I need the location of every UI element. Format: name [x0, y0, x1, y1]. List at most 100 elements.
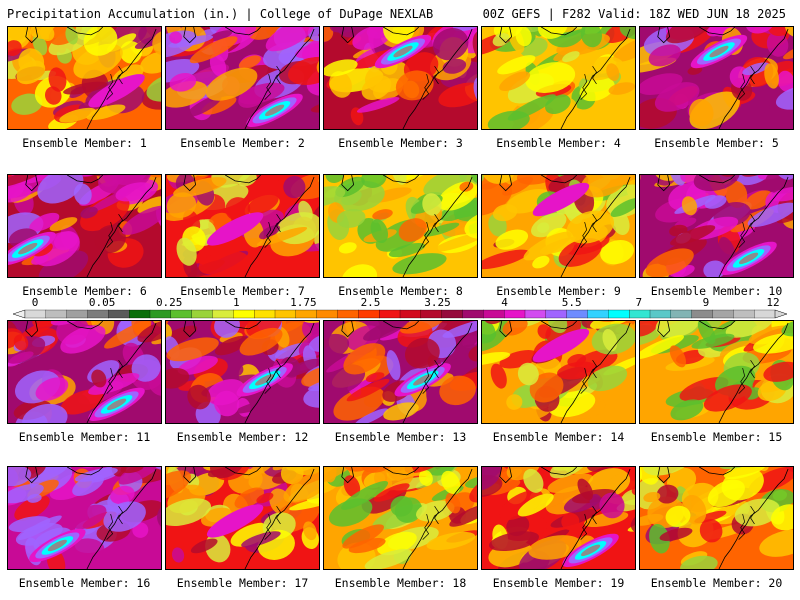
member-label: Ensemble Member: 3: [338, 136, 463, 150]
precipitation-field: [8, 175, 161, 277]
great-lakes-outline: [499, 175, 578, 192]
member-label: Ensemble Member: 5: [654, 136, 779, 150]
colorbar-tick-label: 12: [766, 298, 779, 309]
colorbar-swatch: [587, 309, 609, 319]
great-lakes-outline: [25, 467, 104, 484]
member-label: Ensemble Member: 20: [650, 576, 783, 590]
coastline: [86, 176, 157, 277]
member-label: Ensemble Member: 10: [650, 284, 783, 298]
coastline: [402, 322, 473, 423]
bay-outline: [422, 214, 439, 248]
colorbar-swatch: [191, 309, 213, 319]
bay-outline: [738, 66, 755, 100]
precipitation-field: [482, 175, 635, 277]
great-lakes-outline: [25, 175, 104, 192]
precipitation-field: [640, 175, 793, 277]
colorbar-swatch: [129, 309, 151, 319]
colorbar-swatch: [733, 309, 755, 319]
member-map-panel: [165, 320, 320, 424]
member-map-panel: [165, 466, 320, 570]
member-label: Ensemble Member: 19: [492, 576, 625, 590]
coastline: [718, 28, 789, 129]
page-title: Precipitation Accumulation (in.) | Colle…: [7, 7, 434, 21]
great-lakes-outline: [341, 175, 420, 192]
colorbar-swatch: [212, 309, 234, 319]
precipitation-field: [324, 467, 477, 569]
member-map-panel: [323, 320, 478, 424]
colorbar-tick-label: 4: [501, 298, 508, 309]
member-map-panel: [481, 320, 636, 424]
precipitation-field: [640, 321, 793, 423]
precipitation-field: [482, 27, 635, 129]
coastline: [402, 468, 473, 569]
colorbar-swatch: [358, 309, 380, 319]
precipitation-field: [166, 175, 319, 277]
precipitation-field: [8, 467, 161, 569]
bay-outline: [738, 506, 755, 540]
member-map-panel: [323, 466, 478, 570]
colorbar-swatch: [149, 309, 172, 319]
colorbar-tick-label: 0.25: [156, 298, 183, 309]
colorbar-swatch: [712, 309, 734, 319]
great-lakes-outline: [499, 467, 578, 484]
colorbar: 0 0.05 0.25 1 1.75 2.5 3.25 4 5.5 7 9 12: [13, 298, 788, 319]
colorbar-swatch: [337, 309, 359, 319]
great-lakes-outline: [183, 467, 262, 484]
colorbar-swatch: [504, 309, 526, 319]
colorbar-swatch: [483, 309, 505, 319]
great-lakes-outline: [341, 467, 420, 484]
precipitation-field: [482, 467, 635, 569]
colorbar-tick-label: 3.25: [424, 298, 451, 309]
great-lakes-outline: [25, 321, 104, 338]
precipitation-field: [324, 27, 477, 129]
header: Precipitation Accumulation (in.) | Colle…: [0, 0, 800, 26]
member-label: Ensemble Member: 13: [334, 430, 467, 444]
coastline: [560, 468, 631, 569]
great-lakes-outline: [499, 27, 578, 44]
great-lakes-outline: [183, 321, 262, 338]
bay-outline: [106, 360, 123, 394]
colorbar-swatch: [462, 309, 484, 319]
great-lakes-outline: [499, 321, 578, 338]
precipitation-field: [640, 27, 793, 129]
member-map-panel: [165, 26, 320, 130]
bay-outline: [106, 214, 123, 248]
great-lakes-outline: [183, 175, 262, 192]
great-lakes-outline: [657, 175, 736, 192]
coastline: [86, 28, 157, 129]
great-lakes-outline: [657, 27, 736, 44]
coastline: [244, 322, 315, 423]
bay-outline: [738, 214, 755, 248]
colorbar-swatch: [670, 309, 693, 319]
precipitation-field: [482, 321, 635, 423]
colorbar-swatch: [87, 309, 109, 319]
member-map-panel: [7, 26, 162, 130]
member-label: Ensemble Member: 9: [496, 284, 621, 298]
bay-outline: [580, 506, 597, 540]
member-label: Ensemble Member: 17: [176, 576, 309, 590]
member-label: Ensemble Member: 1: [22, 136, 147, 150]
member-map-panel: [639, 174, 794, 278]
colorbar-swatch: [379, 309, 401, 319]
colorbar-swatch: [441, 309, 463, 319]
great-lakes-outline: [657, 467, 736, 484]
bay-outline: [580, 360, 597, 394]
precipitation-field: [640, 467, 793, 569]
precipitation-field: [166, 467, 319, 569]
coastline: [402, 28, 473, 129]
bay-outline: [738, 360, 755, 394]
colorbar-swatch: [295, 309, 318, 319]
great-lakes-outline: [341, 27, 420, 44]
member-map-panel: [481, 466, 636, 570]
precipitation-field: [166, 321, 319, 423]
great-lakes-outline: [183, 27, 262, 44]
member-label: Ensemble Member: 8: [338, 284, 463, 298]
bay-outline: [106, 506, 123, 540]
coastline: [718, 176, 789, 277]
colorbar-swatch: [566, 309, 588, 319]
colorbar-swatch: [45, 309, 68, 319]
precipitation-field: [166, 27, 319, 129]
coastline: [402, 176, 473, 277]
colorbar-tick-label: 7: [635, 298, 642, 309]
bay-outline: [422, 360, 439, 394]
